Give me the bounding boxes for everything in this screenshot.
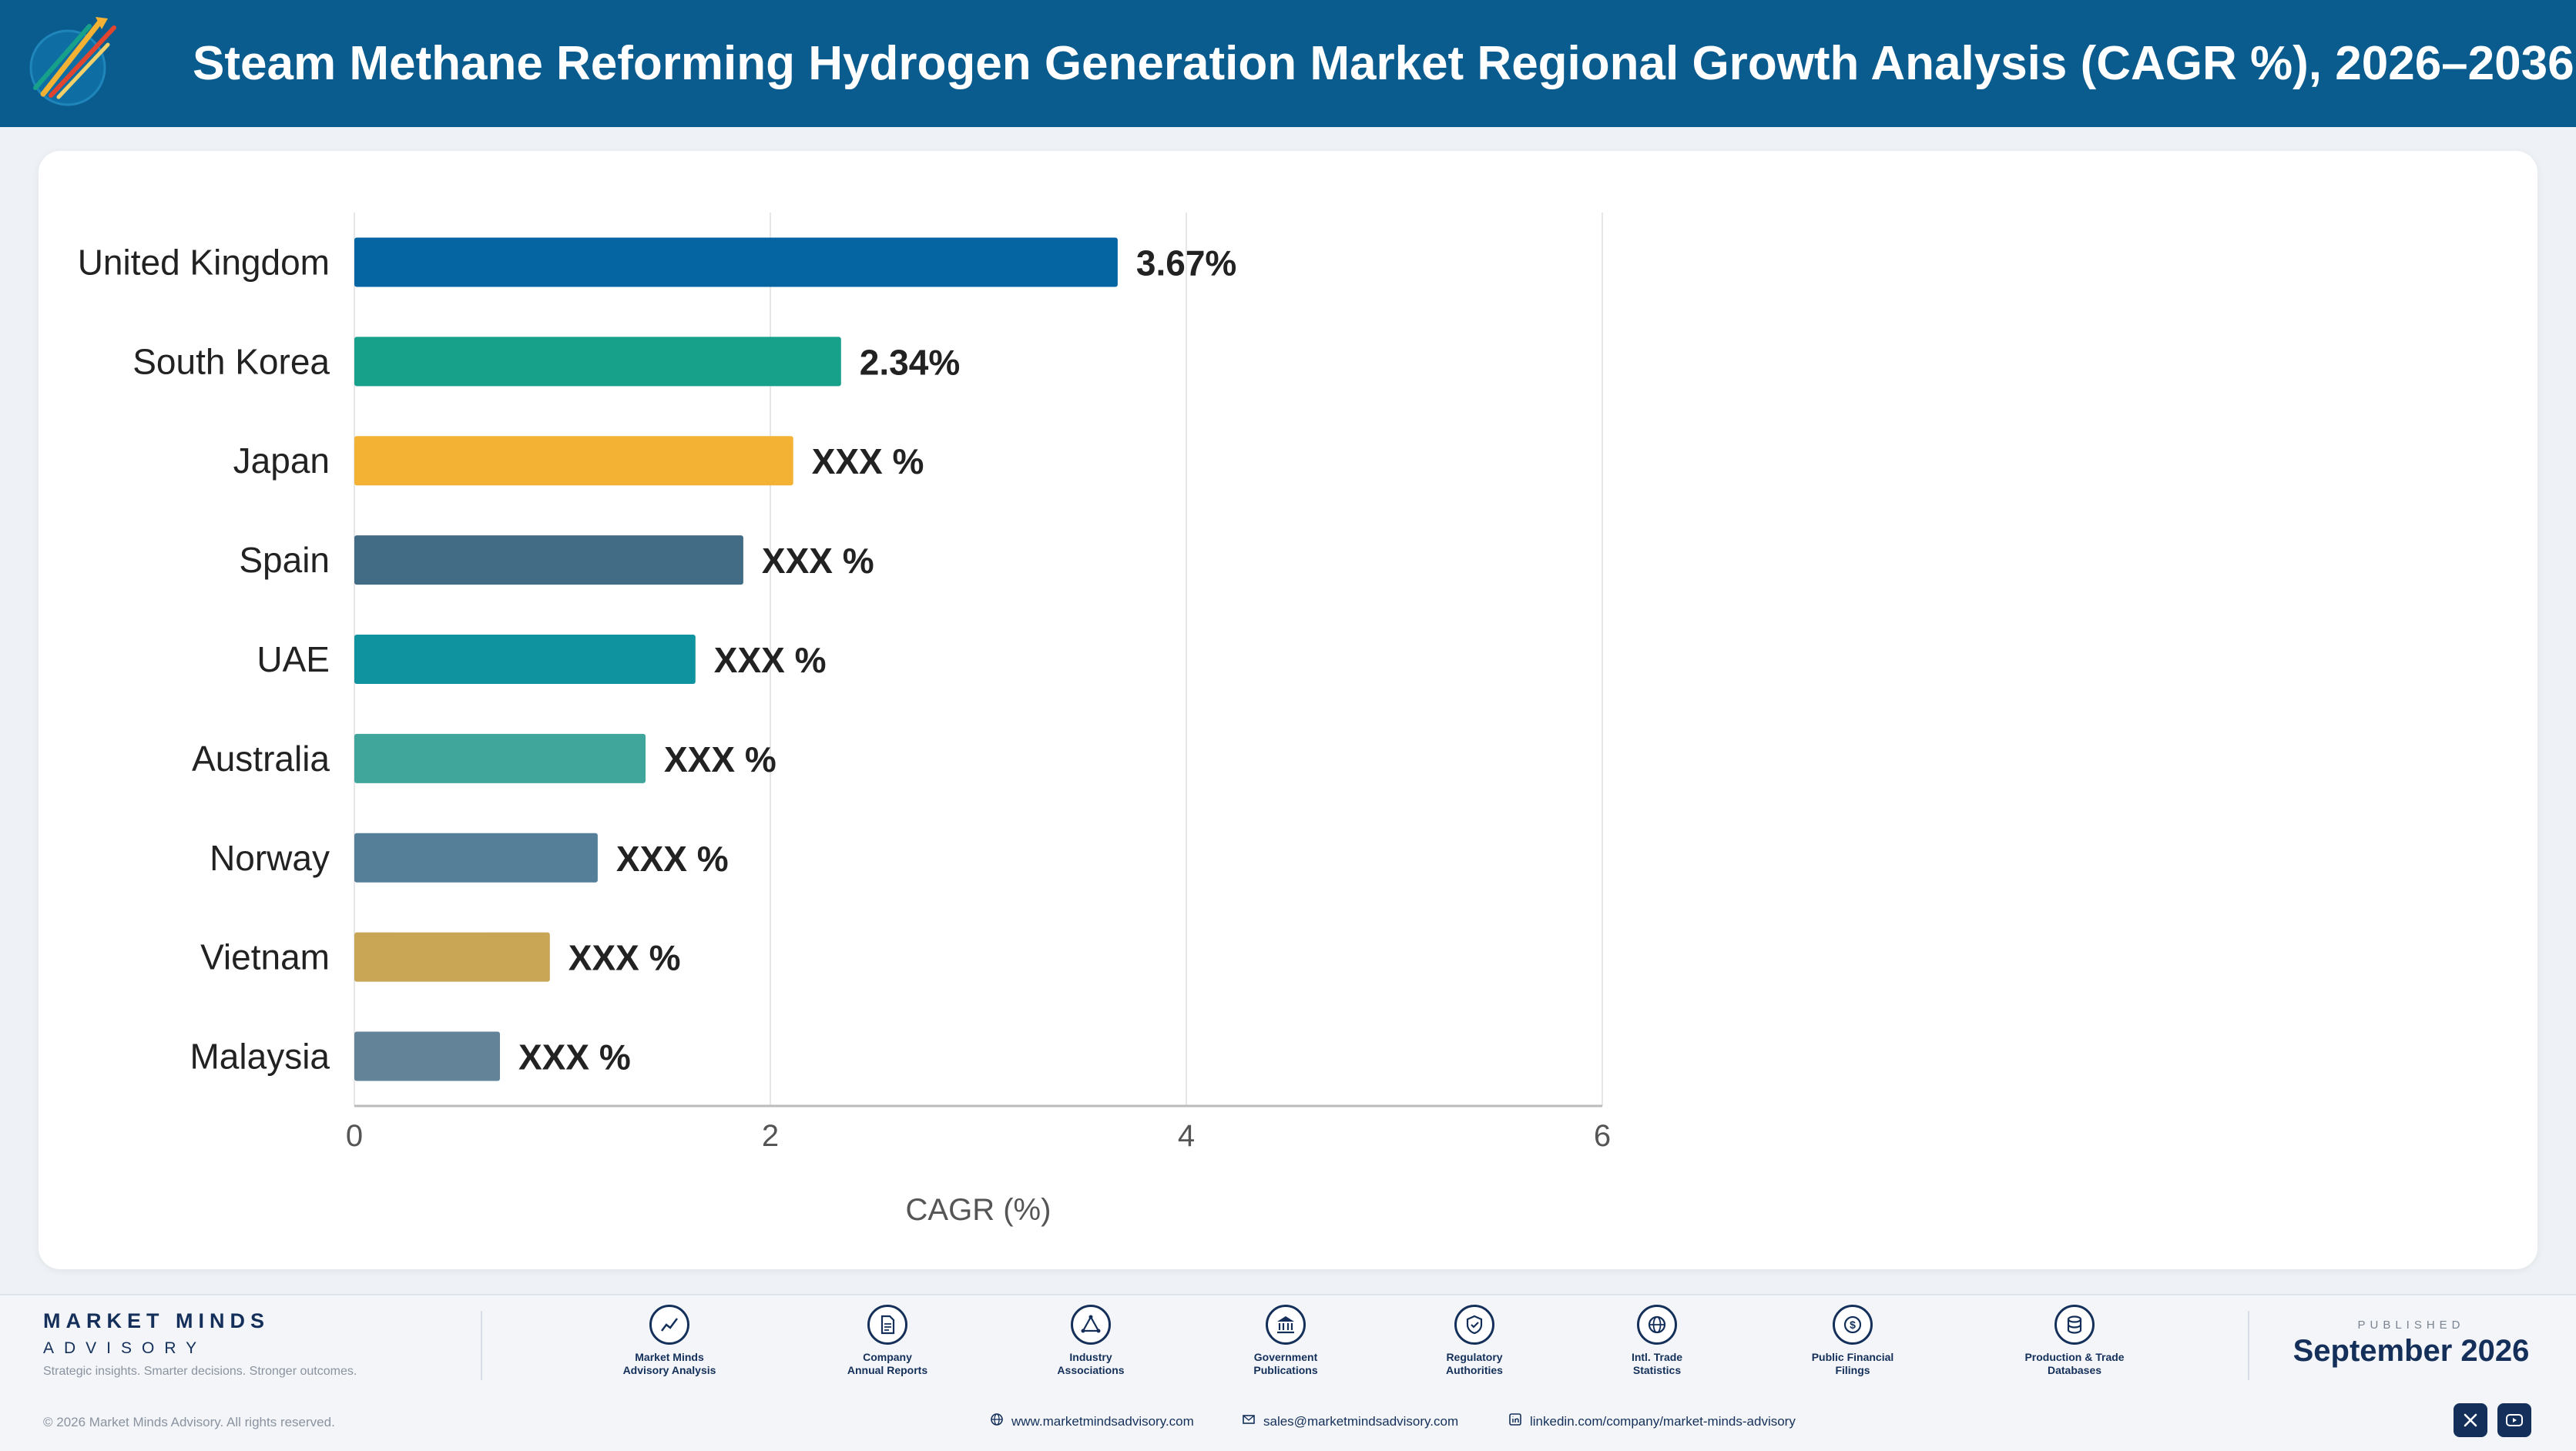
source-label: Regulatory Authorities: [1446, 1351, 1503, 1376]
x-icon: [2464, 1413, 2477, 1427]
bar: [354, 436, 793, 486]
category-label: Australia: [192, 739, 330, 779]
brand-tagline: Strategic insights. Smarter decisions. S…: [43, 1365, 357, 1378]
value-label: XXX %: [714, 640, 827, 680]
database-icon: [2054, 1305, 2095, 1345]
bar: [354, 337, 841, 387]
source-item: Regulatory Authorities: [1390, 1305, 1559, 1377]
source-label: Public Financial Filings: [1811, 1351, 1894, 1376]
globe-icon: [990, 1412, 1004, 1430]
category-label: UAE: [257, 639, 330, 679]
source-label: Market Minds Advisory Analysis: [622, 1351, 716, 1376]
bar: [354, 635, 696, 684]
value-label: XXX %: [762, 541, 874, 581]
source-label: Industry Associations: [1057, 1351, 1125, 1376]
x-axis-title: CAGR (%): [906, 1193, 1052, 1227]
source-item: Market Minds Advisory Analysis: [585, 1305, 754, 1377]
chart-card: 0 2 4 6 United Kingdom 3.67% South Korea 2.34% J…: [39, 151, 2537, 1269]
source-item: Government Publications: [1201, 1305, 1370, 1377]
bar: [354, 237, 1118, 287]
dollar-coin-icon: $: [1833, 1305, 1873, 1345]
youtube-icon: [2506, 1414, 2523, 1426]
category-label: Malaysia: [190, 1037, 330, 1077]
x-tick-label: 4: [1178, 1119, 1195, 1153]
value-label: XXX %: [616, 839, 729, 879]
brand-name: MARKET MINDS: [43, 1309, 270, 1332]
value-label: 3.67%: [1136, 243, 1236, 283]
website-link[interactable]: www.marketmindsadvisory.com: [990, 1412, 1194, 1430]
divider: [481, 1311, 482, 1380]
category-label: South Korea: [132, 341, 330, 381]
source-label: Government Publications: [1253, 1351, 1318, 1376]
value-label: XXX %: [518, 1037, 631, 1077]
divider: [2248, 1311, 2249, 1380]
source-item: Intl. Trade Statistics: [1572, 1305, 1742, 1377]
email-text: sales@marketmindsadvisory.com: [1263, 1413, 1459, 1429]
company-logo: [15, 8, 123, 123]
bar: [354, 932, 550, 982]
source-item: $ Public Financial Filings: [1768, 1305, 1937, 1377]
source-label: Production & Trade Databases: [2024, 1351, 2125, 1376]
category-label: Norway: [210, 838, 330, 878]
chart-line-icon: [649, 1305, 689, 1345]
category-label: Japan: [233, 441, 330, 481]
value-label: XXX %: [812, 441, 924, 481]
globe-icon: [1637, 1305, 1677, 1345]
shield-icon: [1454, 1305, 1494, 1345]
linkedin-text: linkedin.com/company/market-minds-adviso…: [1530, 1413, 1796, 1429]
category-label: Vietnam: [200, 937, 330, 977]
header-bar: Steam Methane Reforming Hydrogen Generat…: [0, 0, 2576, 127]
page-title: Steam Methane Reforming Hydrogen Generat…: [193, 37, 2574, 90]
linkedin-icon: [1508, 1412, 1522, 1430]
source-label: Intl. Trade Statistics: [1631, 1351, 1683, 1376]
category-label: United Kingdom: [78, 242, 330, 282]
bar-chart: 0 2 4 6 United Kingdom 3.67% South Korea 2.34% J…: [78, 213, 1611, 1227]
bar: [354, 535, 743, 585]
bar: [354, 1031, 500, 1081]
source-label: Company Annual Reports: [847, 1351, 928, 1376]
bar: [354, 833, 598, 883]
bar: [354, 733, 646, 783]
document-icon: [867, 1305, 907, 1345]
copyright-text: © 2026 Market Minds Advisory. All rights…: [43, 1415, 335, 1429]
value-label: XXX %: [664, 739, 776, 779]
website-text: www.marketmindsadvisory.com: [1011, 1413, 1194, 1429]
source-item: Production & Trade Databases: [1990, 1305, 2159, 1377]
x-tick-label: 6: [1594, 1119, 1611, 1153]
brand-subtitle: ADVISORY: [43, 1339, 207, 1357]
x-tick-label: 2: [762, 1119, 779, 1153]
category-label: Spain: [239, 540, 330, 580]
youtube-social-button[interactable]: [2497, 1403, 2531, 1437]
linkedin-link[interactable]: linkedin.com/company/market-minds-adviso…: [1508, 1412, 1796, 1430]
mail-icon: [1242, 1412, 1256, 1430]
network-icon: [1071, 1305, 1111, 1345]
footer: MARKET MINDS ADVISORY Strategic insights…: [0, 1294, 2576, 1451]
x-tick-label: 0: [346, 1119, 363, 1153]
source-item: Industry Associations: [1006, 1305, 1176, 1377]
svg-text:$: $: [1850, 1319, 1856, 1331]
source-item: Company Annual Reports: [803, 1305, 972, 1377]
x-social-button[interactable]: [2454, 1403, 2487, 1437]
published-date: September 2026: [2293, 1334, 2530, 1368]
value-label: 2.34%: [860, 342, 960, 382]
published-label: PUBLISHED: [2357, 1319, 2465, 1332]
government-building-icon: [1266, 1305, 1306, 1345]
value-label: XXX %: [569, 938, 681, 978]
email-link[interactable]: sales@marketmindsadvisory.com: [1242, 1412, 1458, 1430]
